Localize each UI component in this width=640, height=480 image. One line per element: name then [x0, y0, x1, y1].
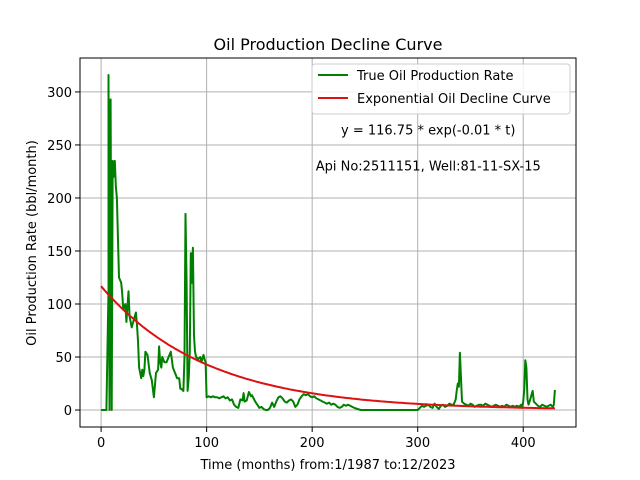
x-tick-label: 300 — [405, 436, 430, 451]
series-exponential-decline-curve — [100, 285, 555, 410]
x-tick-label: 200 — [300, 436, 325, 451]
x-tick-label: 0 — [97, 436, 105, 451]
y-tick-label: 250 — [47, 139, 72, 154]
x-axis-label: Time (months) from:1/1987 to:12/2023 — [199, 458, 455, 473]
x-tick-label: 100 — [194, 436, 219, 451]
legend: True Oil Production Rate Exponential Oil… — [311, 63, 571, 115]
y-tick-label: 150 — [47, 245, 72, 260]
well-info-annotation: Api No:2511151, Well:81-11-SX-15 — [316, 159, 541, 174]
chart-title: Oil Production Decline Curve — [214, 35, 443, 54]
legend-label-true-rate: True Oil Production Rate — [356, 69, 513, 84]
y-tick-label: 100 — [47, 298, 72, 313]
plot-frame — [79, 57, 577, 428]
series-true-oil-production-rate — [101, 74, 556, 411]
y-axis: 0 50 100 150 200 250 300 — [47, 86, 80, 419]
legend-box — [311, 63, 571, 115]
y-tick-label: 300 — [47, 86, 72, 101]
x-tick-label: 400 — [511, 436, 536, 451]
annotations: y = 116.75 * exp(-0.01 * t) Api No:251115… — [316, 123, 541, 174]
y-tick-label: 200 — [47, 192, 72, 207]
legend-label-decline-curve: Exponential Oil Decline Curve — [357, 92, 551, 107]
gridlines — [80, 58, 576, 427]
x-axis: 0 100 200 300 400 — [97, 427, 536, 451]
y-tick-label: 50 — [55, 351, 72, 366]
y-tick-label: 0 — [64, 404, 72, 419]
plot-series — [100, 74, 556, 411]
equation-annotation: y = 116.75 * exp(-0.01 * t) — [341, 123, 515, 138]
y-axis-label: Oil Production Rate (bbl/month) — [25, 140, 40, 346]
